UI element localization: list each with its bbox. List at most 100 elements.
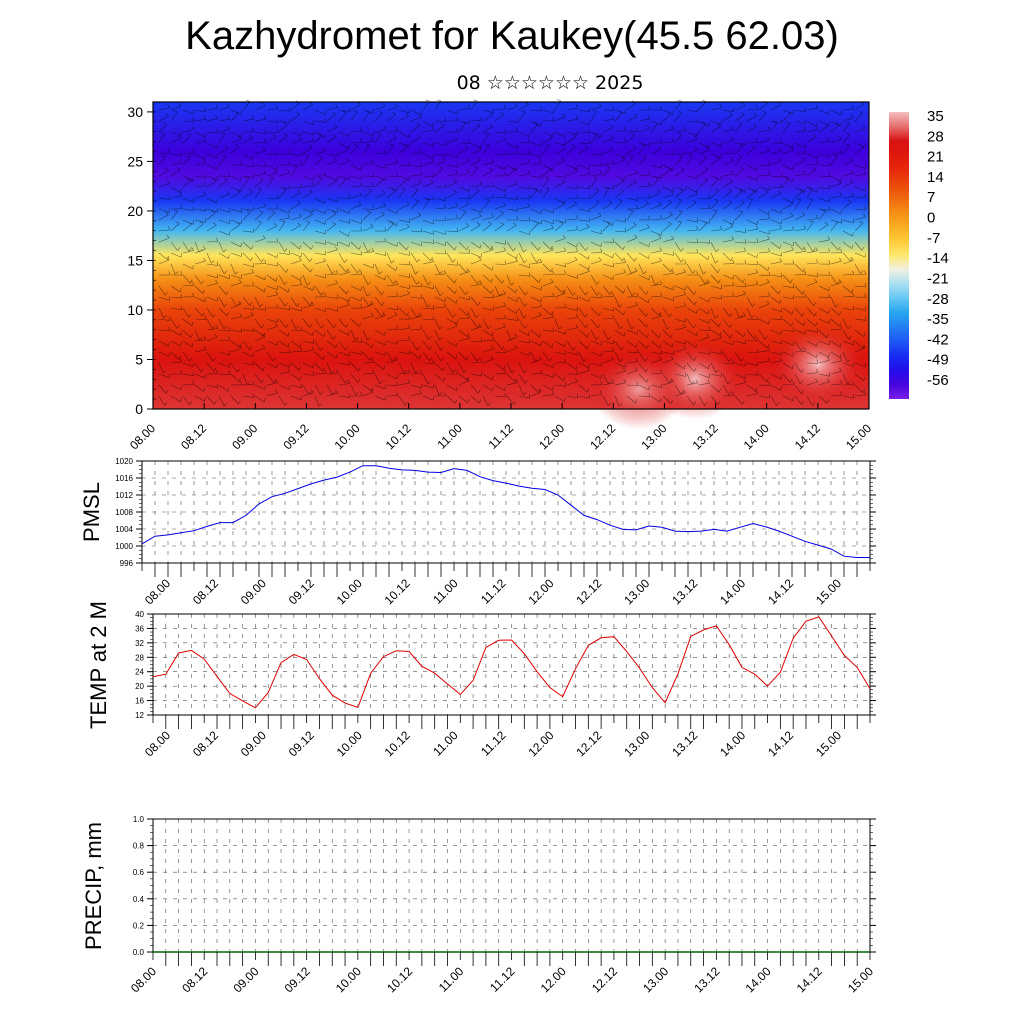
y-tick-label: 0.2 xyxy=(133,921,145,930)
x-tick-label: 13.12 xyxy=(669,728,700,759)
x-tick-label: 14.00 xyxy=(717,576,748,607)
section-y-tick-label: 20 xyxy=(127,203,143,219)
pmsl-grid xyxy=(142,461,870,563)
y-tick-label: 996 xyxy=(120,559,134,568)
section-x-tick-label: 10.12 xyxy=(383,421,414,452)
wind-barbs-layer xyxy=(158,99,867,407)
x-tick-label: 12.00 xyxy=(525,576,556,607)
y-tick-label: 1004 xyxy=(115,525,133,534)
colorbar-label: 21 xyxy=(927,149,944,166)
section-y-tick-label: 0 xyxy=(135,401,143,417)
colorbar-label: 28 xyxy=(927,128,944,145)
colorbar-label: 0 xyxy=(927,210,935,227)
x-tick-label: 15.00 xyxy=(845,964,876,995)
section-x-tick-label: 08.12 xyxy=(178,421,209,452)
y-tick-label: 1000 xyxy=(115,542,133,551)
x-tick-label: 11.12 xyxy=(487,964,518,995)
temp-axis-label: TEMP at 2 M xyxy=(86,601,111,729)
section-x-tick-label: 08.00 xyxy=(127,421,158,452)
section-x-tick-label: 12.00 xyxy=(536,421,567,452)
x-tick-label: 08.12 xyxy=(179,964,210,995)
y-tick-label: 0.8 xyxy=(133,842,145,851)
x-tick-label: 08.00 xyxy=(142,728,173,759)
x-tick-label: 15.00 xyxy=(813,576,844,607)
x-tick-label: 14.12 xyxy=(794,964,825,995)
section-y-tick-label: 15 xyxy=(127,252,143,268)
y-tick-label: 0.0 xyxy=(133,948,145,957)
y-tick-label: 1012 xyxy=(115,491,133,500)
x-tick-label: 08.12 xyxy=(190,728,221,759)
y-tick-label: 0.4 xyxy=(133,895,145,904)
x-tick-label: 09.00 xyxy=(230,964,261,995)
x-tick-label: 13.00 xyxy=(640,964,671,995)
x-tick-label: 09.12 xyxy=(286,576,317,607)
precip-grid xyxy=(153,819,870,952)
x-tick-label: 13.12 xyxy=(691,964,722,995)
warm-spot xyxy=(590,349,687,430)
x-tick-label: 11.00 xyxy=(430,576,461,607)
section-x-tick-label: 09.00 xyxy=(229,421,260,452)
x-tick-label: 08.00 xyxy=(128,964,159,995)
precip-axis-label: PRECIP, mm xyxy=(81,822,106,950)
pmsl-panel: 996 1000 1004 1008 1012 1016 1020 08.00 08.12 09.… xyxy=(79,457,876,607)
x-tick-label: 11.12 xyxy=(478,728,509,759)
colorbar-label: 35 xyxy=(927,108,944,125)
section-x-tick-label: 09.12 xyxy=(280,421,311,452)
x-tick-label: 12.00 xyxy=(538,964,569,995)
x-tick-label: 10.12 xyxy=(382,576,413,607)
section-x-tick-label: 15.00 xyxy=(843,421,874,452)
x-tick-label: 08.00 xyxy=(142,576,173,607)
pmsl-line xyxy=(141,465,870,558)
x-tick-label: 09.00 xyxy=(238,576,269,607)
x-tick-label: 09.12 xyxy=(286,728,317,759)
colorbar-label: -35 xyxy=(927,311,949,328)
x-tick-label: 11.00 xyxy=(430,728,461,759)
colorbar-gradient xyxy=(889,112,909,399)
temp-axes: 12 16 20 24 28 32 36 40 08.00 08.12 09.00 09.12 10.0… xyxy=(135,610,876,759)
x-tick-label: 12.12 xyxy=(573,728,604,759)
x-tick-label: 13.00 xyxy=(621,728,652,759)
section-x-tick-label: 14.12 xyxy=(792,421,823,452)
x-tick-label: 11.00 xyxy=(436,964,467,995)
colorbar-label: -14 xyxy=(927,250,949,267)
x-tick-label: 09.12 xyxy=(282,964,313,995)
x-tick-label: 08.12 xyxy=(190,576,221,607)
colorbar-label: -49 xyxy=(927,352,949,369)
colorbar: 35 28 21 14 7 0 -7 -14 -21 -28 -35 -42 -49 -56 xyxy=(889,108,949,399)
section-y-tick-label: 25 xyxy=(127,153,143,169)
colorbar-labels: 35 28 21 14 7 0 -7 -14 -21 -28 -35 -42 -49 -56 xyxy=(927,108,949,389)
x-tick-label: 12.12 xyxy=(573,576,604,607)
x-tick-label: 14.12 xyxy=(765,728,796,759)
x-tick-label: 15.00 xyxy=(813,728,844,759)
page-title: Kazhydromet for Kaukey(45.5 62.03) xyxy=(185,14,839,58)
x-tick-label: 11.12 xyxy=(478,576,509,607)
x-tick-label: 13.12 xyxy=(669,576,700,607)
pmsl-axis-label: PMSL xyxy=(79,482,104,542)
colorbar-label: -28 xyxy=(927,291,949,308)
section-x-tick-label: 12.12 xyxy=(587,421,618,452)
colorbar-label: -7 xyxy=(927,230,940,247)
x-tick-label: 13.00 xyxy=(621,576,652,607)
section-y-tick-label: 30 xyxy=(127,104,143,120)
y-tick-label: 32 xyxy=(135,639,144,648)
x-tick-label: 10.00 xyxy=(334,576,365,607)
y-tick-label: 0.6 xyxy=(133,868,145,877)
temp-panel: 12 16 20 24 28 32 36 40 08.00 08.12 09.00 09.12 10.0… xyxy=(86,601,876,759)
x-tick-label: 14.00 xyxy=(717,728,748,759)
x-tick-label: 10.00 xyxy=(334,728,365,759)
pmsl-axes: 996 1000 1004 1008 1012 1016 1020 08.00 08.12 09.… xyxy=(115,457,876,607)
section-x-tick-label: 10.00 xyxy=(332,421,363,452)
precip-axes: 0.0 0.2 0.4 0.6 0.8 1.0 08.00 08.12 09.00 09.12 10… xyxy=(128,815,876,995)
colorbar-label: -21 xyxy=(927,270,949,287)
colorbar-label: 7 xyxy=(927,189,935,206)
vertical-section-panel: 0 5 10 15 20 25 30 08.00 08.12 09.00 09.12 10.00 10.… xyxy=(127,99,874,452)
x-tick-label: 12.00 xyxy=(525,728,556,759)
temp-grid xyxy=(153,614,870,715)
y-tick-label: 24 xyxy=(135,668,144,677)
section-x-tick-label: 11.00 xyxy=(434,421,465,452)
y-tick-label: 20 xyxy=(135,682,144,691)
wind-barbs xyxy=(158,99,867,407)
x-tick-label: 14.12 xyxy=(765,576,796,607)
